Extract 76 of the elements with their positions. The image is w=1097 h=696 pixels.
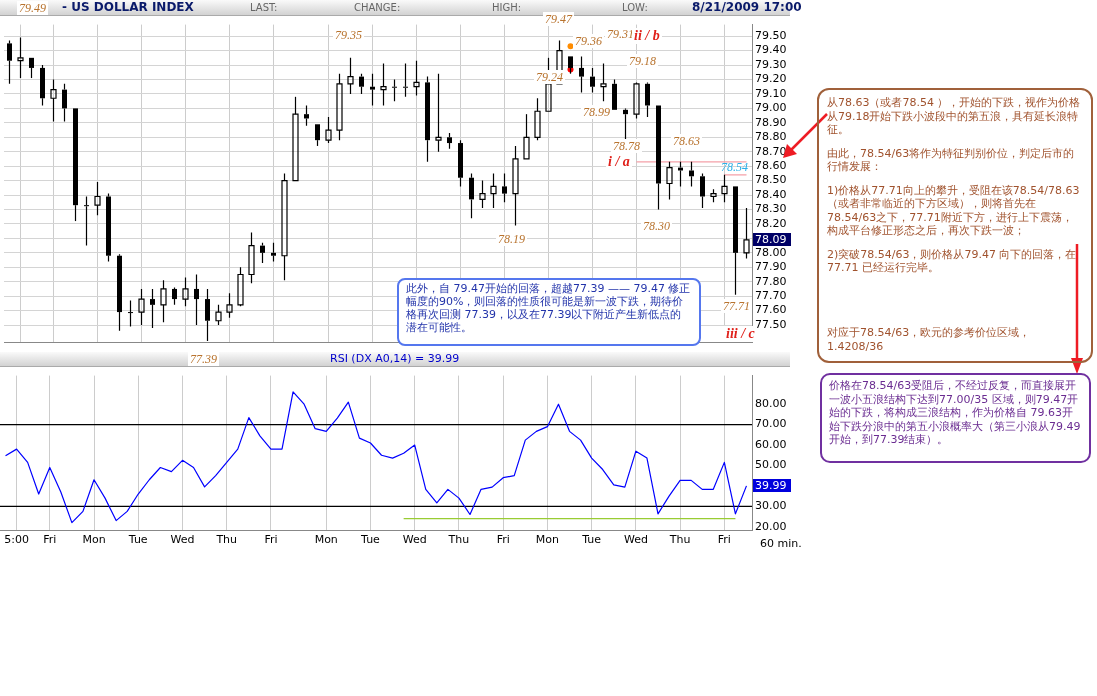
annotation: 79.24 — [534, 69, 565, 84]
y-tick-label: 30.00 — [755, 499, 787, 513]
annotation: 79.35 — [333, 27, 364, 42]
annotation: 78.78 — [611, 139, 642, 154]
y-tick-label: 78.70 — [755, 144, 787, 158]
y-tick-label: 77.70 — [755, 289, 787, 303]
chart-title: - US DOLLAR INDEX — [62, 0, 194, 14]
y-tick-label: 78.30 — [755, 202, 787, 216]
y-tick-label: 78.80 — [755, 130, 787, 144]
text: HIGH: — [491, 2, 523, 13]
y-tick-label: 79.40 — [755, 43, 787, 57]
x-tick-label: Tue — [127, 533, 148, 547]
y-tick-label: 78.40 — [755, 187, 787, 201]
text: CHANGE: — [353, 2, 402, 13]
y-tick-label: 70.00 — [755, 417, 787, 431]
text: 1)价格从77.71向上的攀升，受阻在该78.54/78.63（或者非常临近的下方区域），则将首先在78.54/63之下，77.71附近下方，进行上下震荡，构成平台修正形态之后，再次下跌一波； — [827, 183, 1081, 238]
text: 79.49 — [17, 1, 48, 15]
text: LOW: — [621, 2, 649, 13]
x-tick-label: Wed — [623, 533, 648, 547]
y-tick-label: 50.00 — [755, 458, 787, 472]
y-tick-label: 78.50 — [755, 173, 787, 187]
chart-title: RSI (DX A0,14) = 39.99 — [330, 352, 460, 365]
text: 60 min. — [759, 537, 803, 550]
annotation: 77.71 — [721, 298, 752, 313]
annotation: 78.09 — [753, 232, 791, 246]
y-tick-label: 77.50 — [755, 317, 787, 331]
text: 对应于78.54/63，欧元的参考价位区域，1.4208/36 — [827, 326, 1032, 353]
y-tick-label: 60.00 — [755, 437, 787, 451]
annotation: i / a — [606, 154, 632, 170]
x-tick-label: Thu — [668, 533, 691, 547]
text: 2)突破78.54/63，则价格从79.47 向下的回落，在77.71 已经运行完毕。 — [827, 247, 1078, 275]
x-tick-label: Thu — [215, 533, 238, 547]
annotation: 39.99 — [753, 478, 791, 492]
text: 从78.63（或者78.54 ），开始的下跌，视作为价格从79.18开始下跌小波段中的第五浪，具有延长浪特征。 — [827, 96, 1082, 137]
y-tick-label: 77.80 — [755, 274, 787, 288]
y-tick-label: 78.20 — [755, 216, 787, 230]
y-tick-label: 79.10 — [755, 86, 787, 100]
x-tick-label: Fri — [264, 533, 278, 547]
x-tick-label: 5:00 — [4, 533, 29, 547]
y-tick-label: 78.90 — [755, 115, 787, 129]
text: 由此，78.54/63将作为特征判别价位，判定后市的行情发展： — [827, 146, 1076, 174]
x-tick-label: Wed — [170, 533, 195, 547]
y-tick-label: 78.60 — [755, 159, 787, 173]
y-tick-label: 77.60 — [755, 303, 787, 317]
annotation: 79.47 — [543, 12, 574, 27]
x-tick-label: Tue — [581, 533, 602, 547]
annotation: 79.36 — [573, 34, 604, 48]
y-tick-label: 79.50 — [755, 29, 787, 43]
annotation: 78.99 — [581, 105, 612, 119]
annotation: 此外，自 79.47开始的回落，超越77.39 —— 79.47 修正幅度的90%，则回落的性质很可能是新一波下跌，期待价格再次回测 77.39，以及在77.39以下附近产生新低点的潜在可能性。 — [406, 282, 692, 334]
x-tick-label: Fri — [43, 533, 57, 547]
x-tick-label: Mon — [535, 533, 560, 547]
text: 8/21/2009 17:00 — [691, 0, 803, 14]
y-tick-label: 20.00 — [755, 519, 787, 533]
y-tick-label: 77.90 — [755, 260, 787, 274]
x-tick-label: Fri — [496, 533, 510, 547]
x-tick-label: Wed — [402, 533, 427, 547]
y-tick-label: 79.20 — [755, 72, 787, 86]
x-tick-label: Mon — [314, 533, 338, 547]
annotation: 78.30 — [641, 218, 672, 233]
x-tick-label: Mon — [82, 533, 106, 547]
y-tick-label: 78.00 — [755, 245, 787, 259]
text: LAST: — [249, 2, 279, 13]
x-tick-label: Tue — [360, 533, 381, 547]
x-tick-label: Fri — [717, 533, 731, 547]
annotation: 78.63 — [671, 133, 702, 148]
annotation: 79.18 — [627, 54, 658, 69]
text: 77.39 — [188, 352, 219, 366]
y-tick-label: 80.00 — [755, 397, 787, 411]
x-tick-label: Thu — [447, 533, 470, 547]
annotation: 78.19 — [496, 232, 527, 247]
annotation: iii / c — [724, 326, 757, 342]
y-tick-label: 79.30 — [755, 57, 787, 71]
y-tick-label: 79.00 — [755, 101, 787, 115]
text: 价格在78.54/63受阻后，不经过反复，而直接展开一波小五浪结构下达到77.00/35 区域，则79.47开始的下跌，将构成三浪结构，作为价格自 79.63开始下跌分浪中的第五小浪概率大（第三小浪从79.49开始，到77.39结束）。 — [829, 379, 1082, 447]
annotation: 78.54 — [720, 159, 749, 174]
